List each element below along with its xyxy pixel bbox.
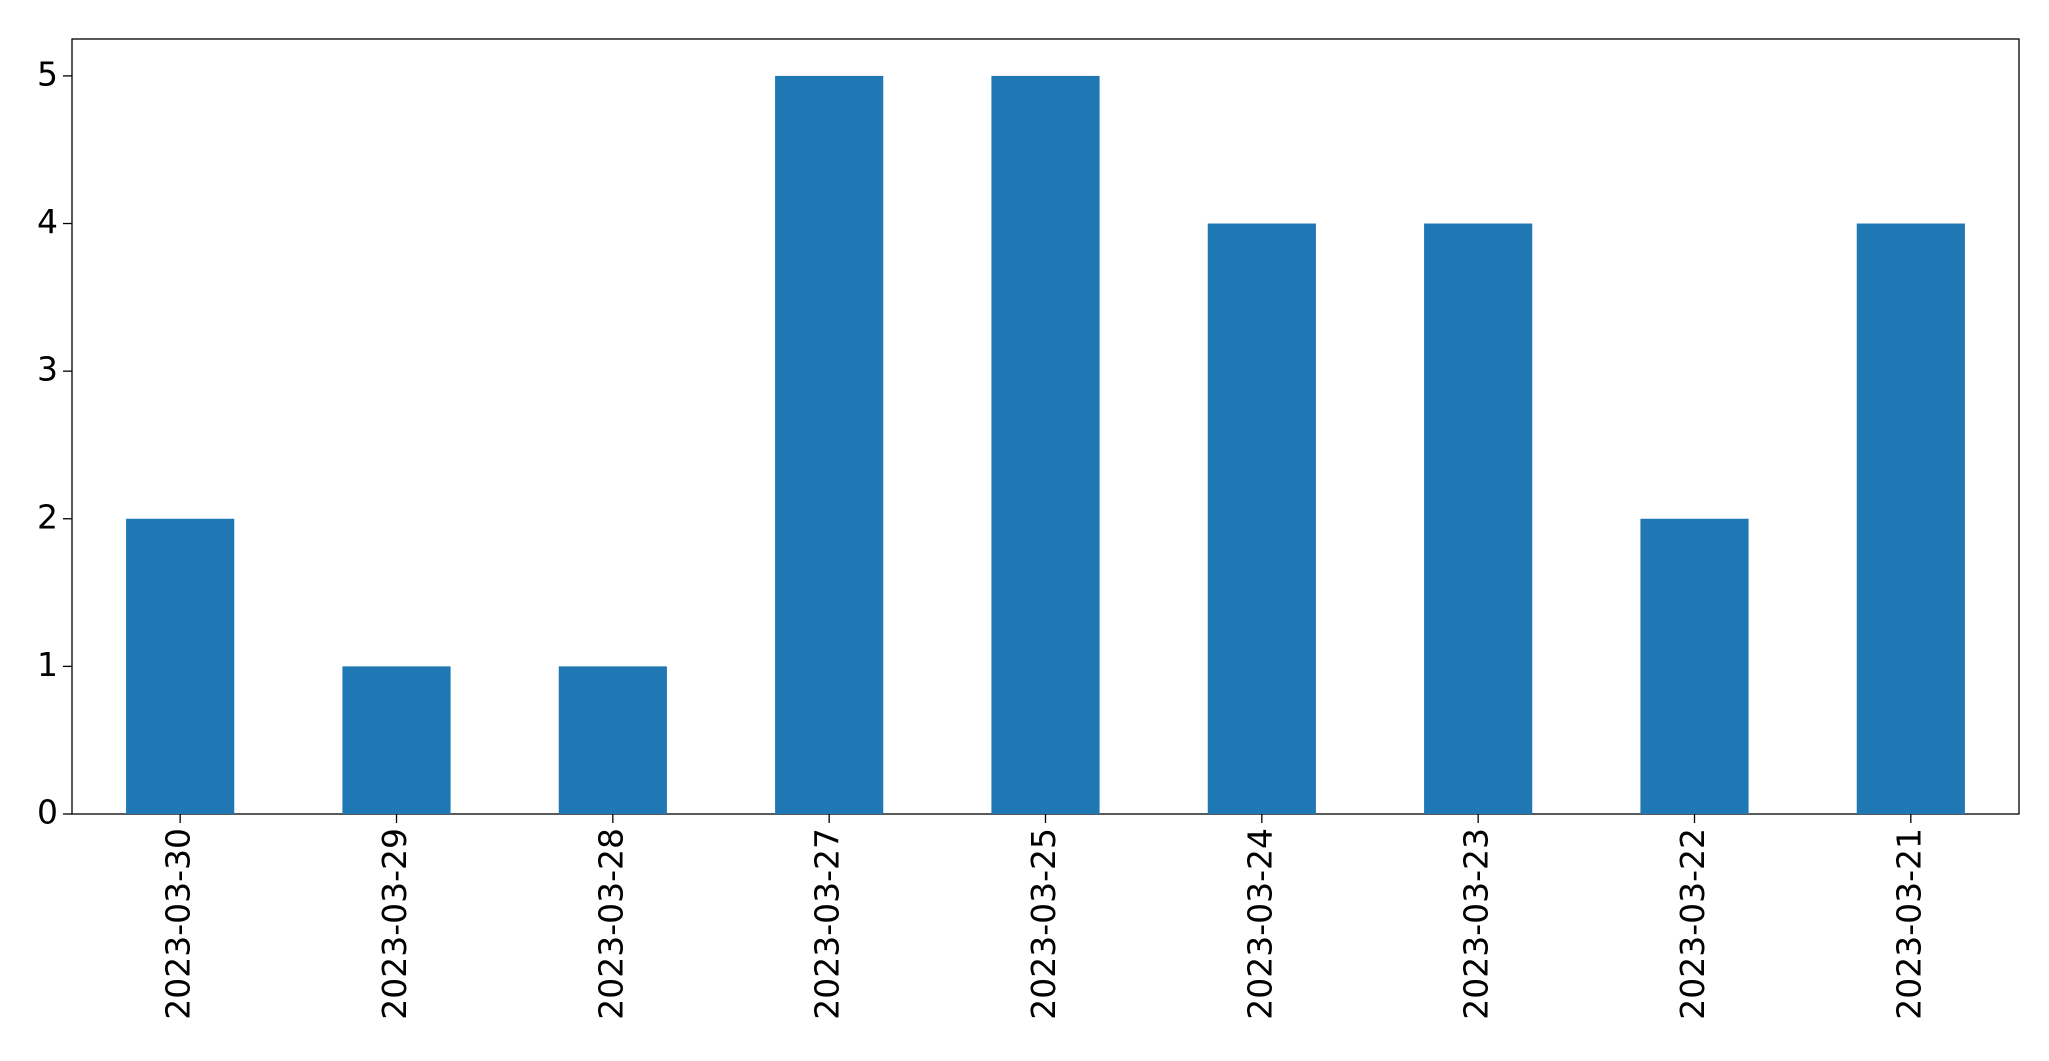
- bar: [1640, 518, 1749, 814]
- bar: [1856, 223, 1965, 814]
- y-tick-label: 2: [37, 497, 58, 536]
- y-tick-label: 0: [37, 793, 58, 832]
- x-tick-label: 2023-03-28: [591, 828, 630, 1020]
- bar: [342, 666, 451, 814]
- x-tick-label: 2023-03-25: [1024, 828, 1063, 1020]
- x-tick-label: 2023-03-23: [1457, 828, 1496, 1020]
- x-tick-label: 2023-03-21: [1889, 828, 1928, 1020]
- bar: [991, 75, 1100, 814]
- bar: [1207, 223, 1316, 814]
- x-tick-label: 2023-03-24: [1240, 828, 1279, 1020]
- bar: [1424, 223, 1533, 814]
- x-tick-label: 2023-03-30: [159, 828, 198, 1020]
- y-tick-label: 1: [37, 645, 58, 684]
- x-tick-label: 2023-03-27: [808, 828, 847, 1020]
- x-tick-label: 2023-03-22: [1673, 828, 1712, 1020]
- y-tick-label: 3: [37, 350, 58, 389]
- x-tick-label: 2023-03-29: [375, 828, 414, 1020]
- y-tick-label: 5: [37, 54, 58, 93]
- bar: [558, 666, 667, 814]
- y-tick-label: 4: [37, 202, 58, 241]
- bar: [775, 75, 884, 814]
- bar: [126, 518, 235, 814]
